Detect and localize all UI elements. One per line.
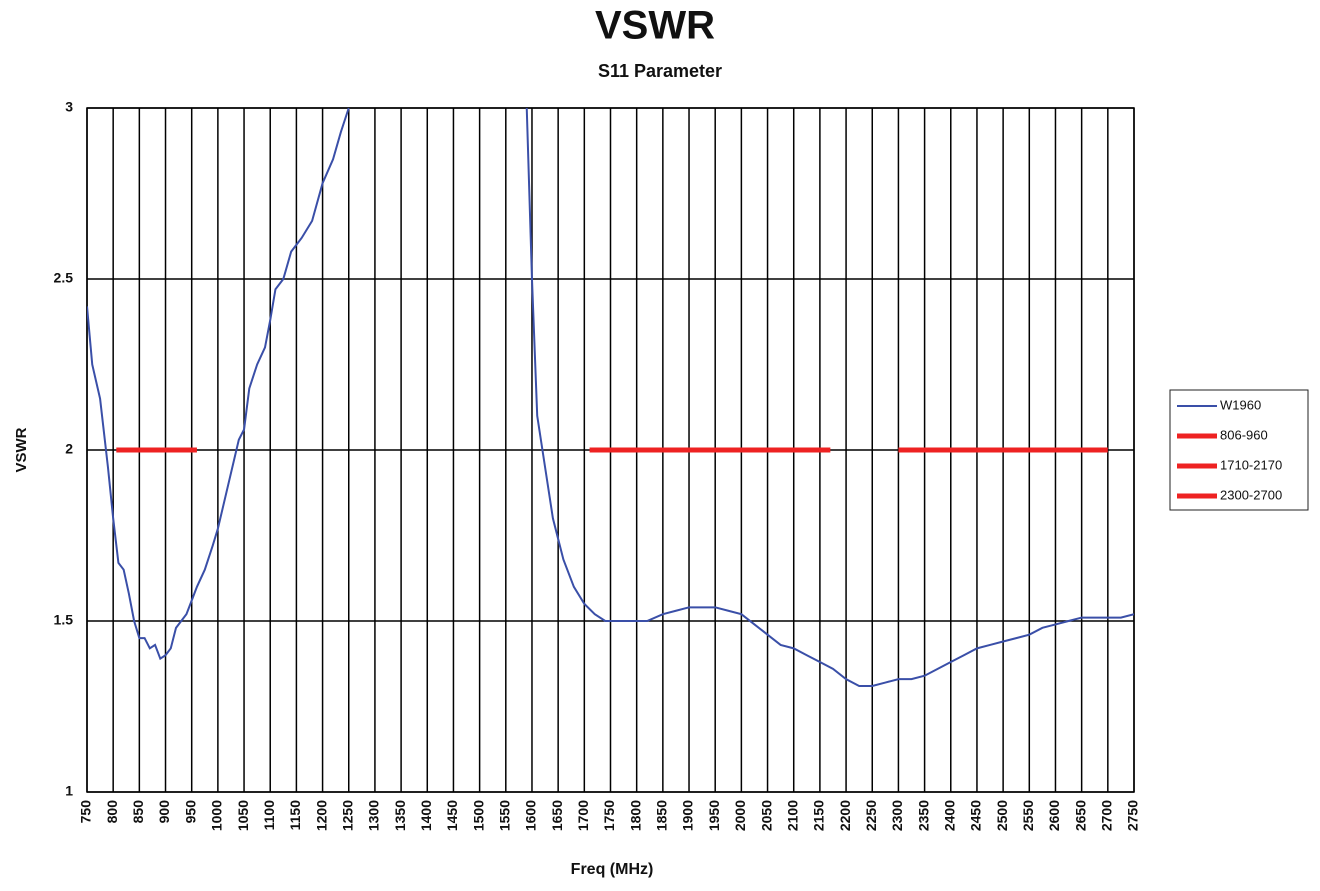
x-tick-label: 1000 [209, 800, 225, 831]
x-tick-label: 900 [156, 800, 172, 824]
x-tick-label: 1500 [470, 800, 486, 831]
x-tick-label: 1650 [549, 800, 565, 831]
legend-label: 2300-2700 [1220, 487, 1282, 502]
y-tick-label: 1 [65, 783, 73, 799]
y-tick-label: 2.5 [54, 270, 74, 286]
x-tick-label: 1300 [366, 800, 382, 831]
x-tick-label: 2000 [732, 800, 748, 831]
x-tick-label: 2150 [811, 800, 827, 831]
x-tick-label: 2350 [915, 800, 931, 831]
x-tick-label: 1250 [339, 800, 355, 831]
x-tick-label: 2500 [994, 800, 1010, 831]
x-tick-label: 2050 [758, 800, 774, 831]
x-tick-label: 1900 [680, 800, 696, 831]
legend-box [1169, 389, 1309, 511]
x-tick-label: 2550 [1020, 800, 1036, 831]
x-tick-label: 1950 [706, 800, 722, 831]
x-tick-label: 850 [130, 800, 146, 824]
x-tick-label: 1400 [418, 800, 434, 831]
legend-label: 806-960 [1220, 427, 1268, 442]
x-tick-label: 950 [182, 800, 198, 824]
legend-label: 1710-2170 [1220, 457, 1282, 472]
series-line [87, 107, 1134, 687]
x-tick-label: 1800 [627, 800, 643, 831]
x-axis-label: Freq (MHz) [571, 861, 654, 878]
x-tick-label: 1600 [523, 800, 539, 831]
x-tick-label: 2200 [837, 800, 853, 831]
x-tick-label: 2300 [889, 800, 905, 831]
x-tick-label: 1050 [235, 800, 251, 831]
x-tick-label: 1700 [575, 800, 591, 831]
x-tick-label: 2750 [1125, 800, 1141, 831]
y-tick-label: 1.5 [54, 612, 74, 628]
x-tick-label: 1100 [261, 800, 277, 831]
x-tick-label: 2450 [968, 800, 984, 831]
chart-subtitle: S11 Parameter [598, 61, 722, 81]
x-tick-label: 1200 [313, 800, 329, 831]
x-tick-label: 1550 [497, 800, 513, 831]
x-tick-label: 2600 [1046, 800, 1062, 831]
x-tick-label: 2700 [1099, 800, 1115, 831]
x-tick-label: 1450 [444, 800, 460, 831]
y-axis-label: VSWR [13, 427, 30, 472]
x-tick-label: 1350 [392, 800, 408, 831]
plot-frame [86, 107, 1135, 793]
legend-label: W1960 [1220, 397, 1261, 412]
x-tick-label: 2100 [784, 800, 800, 831]
x-tick-label: 2250 [863, 800, 879, 831]
x-tick-label: 2650 [1072, 800, 1088, 831]
x-tick-label: 2400 [941, 800, 957, 831]
y-tick-label: 3 [65, 99, 73, 115]
x-tick-label: 1150 [287, 800, 303, 831]
x-tick-label: 1750 [601, 800, 617, 831]
x-tick-label: 750 [78, 800, 94, 824]
x-tick-label: 800 [104, 800, 120, 824]
chart-title: VSWR [595, 4, 715, 48]
x-tick-label: 1850 [654, 800, 670, 831]
y-tick-label: 2 [65, 441, 73, 457]
